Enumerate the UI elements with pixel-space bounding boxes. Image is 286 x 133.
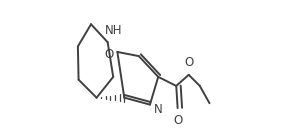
Text: N: N: [154, 103, 163, 116]
Text: O: O: [185, 56, 194, 69]
Text: NH: NH: [105, 24, 123, 37]
Text: O: O: [104, 47, 113, 61]
Text: O: O: [173, 114, 182, 127]
